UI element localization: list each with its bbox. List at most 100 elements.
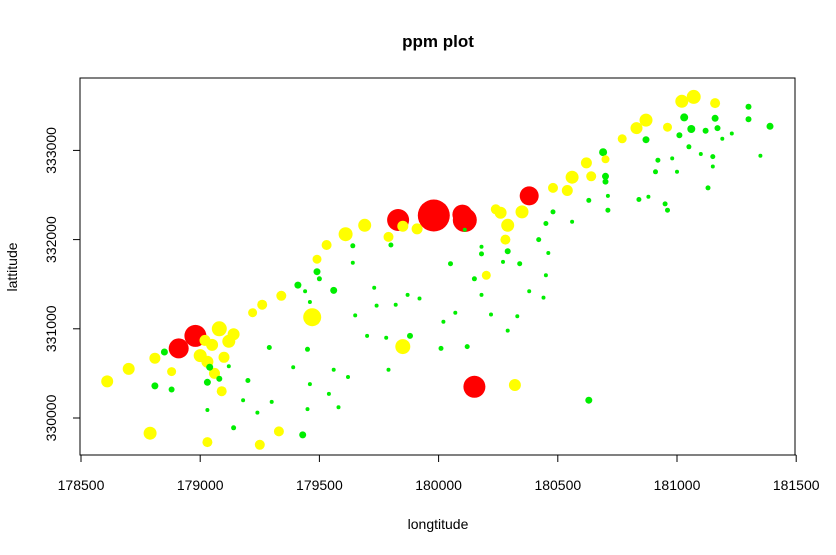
data-point-152 (729, 131, 734, 136)
data-point-44 (313, 268, 321, 276)
y-tick-label: 330000 (43, 394, 59, 441)
data-point-111 (561, 185, 573, 196)
y-axis: 330000 331000 332000 333000 (43, 127, 81, 441)
data-point-62 (374, 303, 379, 308)
data-point-15 (211, 321, 227, 337)
data-point-117 (586, 171, 597, 182)
y-tick-label: 331000 (43, 305, 59, 352)
data-point-49 (321, 240, 332, 250)
data-point-81 (452, 208, 477, 232)
data-point-58 (353, 313, 358, 318)
data-point-40 (303, 289, 308, 294)
data-point-93 (501, 259, 505, 264)
data-point-151 (720, 136, 725, 141)
data-point-46 (307, 300, 312, 304)
data-point-3 (149, 352, 161, 364)
data-point-19 (206, 363, 214, 371)
data-point-149 (711, 114, 719, 122)
x-tick-label: 179000 (177, 477, 224, 493)
data-point-96 (504, 248, 511, 255)
data-point-37 (291, 365, 296, 370)
data-point-99 (515, 314, 520, 319)
data-point-135 (670, 156, 675, 161)
data-point-27 (241, 398, 246, 403)
data-point-45 (312, 254, 322, 264)
data-point-61 (372, 285, 377, 290)
data-point-23 (202, 437, 213, 448)
plot-frame (79, 77, 796, 456)
data-point-43 (303, 308, 322, 327)
data-point-29 (248, 308, 258, 318)
data-point-42 (305, 407, 310, 412)
data-point-48 (316, 276, 322, 282)
data-point-103 (527, 289, 532, 294)
data-point-144 (702, 127, 709, 134)
data-point-148 (710, 98, 721, 109)
chart-title: ppm plot (402, 32, 474, 51)
data-point-142 (686, 89, 701, 104)
data-point-155 (758, 153, 763, 158)
y-tick-label: 333000 (43, 127, 59, 174)
data-point-95 (501, 218, 515, 232)
data-point-133 (665, 207, 670, 213)
data-point-98 (508, 379, 521, 391)
data-point-146 (710, 154, 716, 160)
data-point-69 (397, 220, 409, 232)
data-point-73 (411, 223, 423, 235)
data-point-147 (710, 164, 715, 169)
data-point-74 (417, 296, 422, 301)
data-point-25 (226, 364, 231, 369)
x-tick-label: 181500 (773, 477, 820, 493)
data-point-83 (464, 344, 470, 350)
data-point-85 (471, 276, 477, 282)
data-point-52 (331, 367, 336, 372)
data-point-67 (393, 302, 398, 307)
data-point-14 (209, 367, 220, 379)
data-point-141 (687, 125, 696, 133)
data-point-5 (160, 348, 168, 356)
data-point-2 (143, 426, 157, 440)
data-point-1 (122, 362, 135, 375)
data-point-156 (766, 122, 774, 130)
data-point-123 (605, 193, 610, 198)
data-point-32 (257, 299, 268, 310)
data-point-70 (395, 339, 411, 355)
data-point-139 (680, 113, 689, 122)
data-point-112 (565, 170, 579, 184)
data-point-75 (417, 199, 450, 232)
data-point-82 (462, 227, 467, 232)
data-point-150 (714, 125, 721, 132)
data-point-26 (231, 425, 237, 431)
data-point-66 (388, 242, 394, 248)
data-point-8 (168, 338, 189, 359)
data-point-31 (254, 439, 265, 450)
data-point-145 (705, 185, 711, 191)
y-axis-label: lattitude (4, 242, 20, 291)
data-point-35 (273, 426, 284, 437)
data-point-53 (336, 405, 341, 410)
data-point-89 (481, 270, 491, 280)
data-point-134 (663, 122, 672, 132)
data-point-105 (541, 295, 546, 300)
data-point-33 (266, 345, 272, 350)
data-point-60 (365, 333, 370, 338)
data-point-90 (489, 312, 493, 317)
y-tick-label: 332000 (43, 216, 59, 263)
data-point-50 (326, 391, 331, 396)
data-point-137 (676, 132, 683, 139)
data-point-109 (548, 182, 558, 193)
data-point-22 (216, 386, 227, 397)
data-point-143 (698, 152, 703, 156)
data-point-107 (543, 273, 548, 278)
data-point-84 (463, 375, 486, 398)
data-point-120 (602, 172, 609, 180)
data-point-57 (350, 260, 355, 265)
data-point-106 (543, 221, 549, 226)
data-point-36 (276, 290, 287, 301)
data-point-138 (675, 94, 689, 108)
data-point-41 (305, 346, 310, 352)
data-point-18 (227, 328, 240, 341)
data-point-21 (216, 375, 223, 382)
data-point-110 (550, 209, 556, 215)
